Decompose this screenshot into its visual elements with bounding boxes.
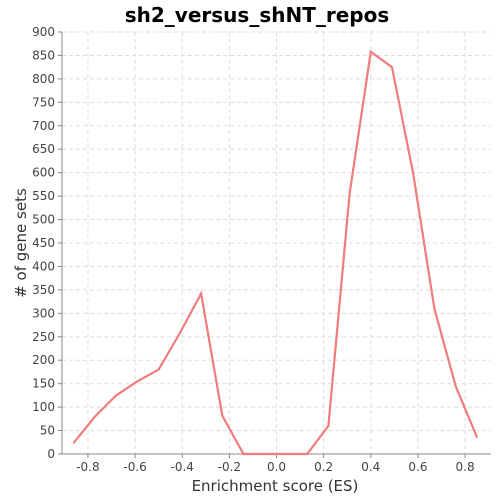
x-tick-label: 0.4 [361, 460, 380, 474]
x-tick-label: 0.0 [267, 460, 286, 474]
x-tick-label: -0.6 [123, 460, 146, 474]
data-point [178, 332, 181, 335]
series-line [72, 49, 478, 456]
grid [62, 31, 491, 455]
y-tick-label: 650 [32, 142, 55, 156]
x-ticks: -0.8 -0.6 -0.4 -0.2 0.0 0.2 0.4 0.6 0.8 [76, 454, 475, 474]
data-point [369, 50, 372, 53]
y-tick-label: 100 [32, 400, 55, 414]
y-tick-label: 450 [32, 236, 55, 250]
x-tick-label: 0.2 [314, 460, 333, 474]
y-tick-label: 400 [32, 259, 55, 273]
y-tick-label: 200 [32, 353, 55, 367]
x-tick-label: 0.6 [408, 460, 427, 474]
y-tick-label: 550 [32, 189, 55, 203]
y-tick-label: 500 [32, 213, 55, 227]
y-tick-label: 800 [32, 72, 55, 86]
data-point [221, 414, 224, 417]
y-tick-label: 300 [32, 306, 55, 320]
series [72, 49, 478, 456]
data-point [306, 453, 309, 455]
data-point [433, 307, 436, 310]
y-tick-label: 50 [40, 424, 55, 438]
y-tick-label: 850 [32, 48, 55, 62]
y-tick-label: 600 [32, 166, 55, 180]
y-axis-label: # of gene sets [12, 188, 30, 298]
data-point [94, 415, 96, 418]
data-point [284, 453, 287, 455]
data-point [412, 172, 415, 175]
y-ticks: 0 50 100 150 200 250 300 350 400 450 500 550 600 650 7… [32, 25, 62, 461]
data-point [136, 380, 139, 383]
y-tick-label: 350 [32, 283, 55, 297]
x-axis-label: Enrichment score (ES) [192, 477, 359, 495]
data-point [242, 453, 245, 455]
x-tick-label: -0.8 [76, 460, 99, 474]
x-tick-label: -0.2 [218, 460, 241, 474]
y-tick-label: 900 [32, 25, 55, 39]
data-point [454, 385, 457, 388]
y-tick-label: 150 [32, 377, 55, 391]
data-point [263, 453, 266, 455]
data-point [475, 436, 478, 439]
y-tick-label: 250 [32, 330, 55, 344]
data-point [115, 394, 118, 397]
x-tick-label: -0.4 [171, 460, 194, 474]
data-point [157, 368, 160, 371]
data-point [391, 66, 393, 69]
y-tick-label: 700 [32, 119, 55, 133]
data-point [72, 441, 75, 444]
data-point [200, 292, 203, 295]
data-point [348, 192, 351, 195]
data-point [327, 424, 330, 427]
y-tick-label: 0 [47, 447, 55, 461]
y-tick-label: 750 [32, 95, 55, 109]
chart-title: sh2_versus_shNT_repos [125, 3, 389, 27]
x-tick-label: 0.8 [456, 460, 475, 474]
